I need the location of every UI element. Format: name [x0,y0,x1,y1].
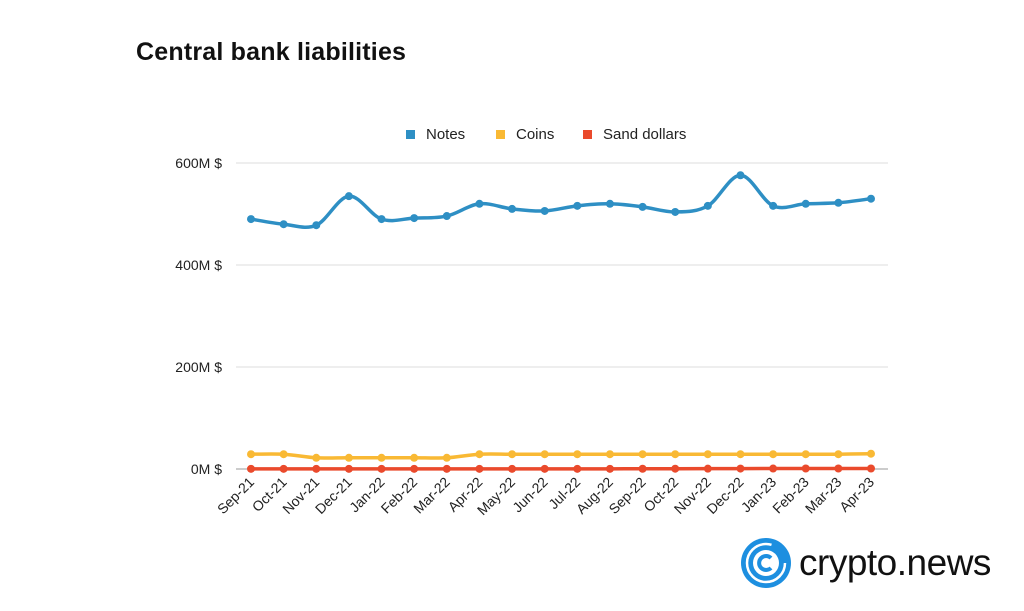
data-point [605,464,614,473]
data-point [736,171,745,180]
data-point [769,450,778,459]
data-point [801,450,810,459]
data-point [834,450,843,459]
logo-text: crypto.news [799,542,991,583]
data-point [638,202,647,211]
data-point [508,464,517,473]
legend-swatch [583,130,592,139]
data-point [834,198,843,207]
legend-label: Notes [426,126,465,143]
crypto-news-logo-icon [741,538,791,588]
series-line-notes [250,173,872,229]
chart-title: Central bank liabilities [136,38,407,66]
data-point [867,194,875,203]
data-point [247,215,255,224]
data-point [769,201,778,210]
data-point [671,464,680,473]
data-point [344,192,353,201]
data-point [540,464,549,473]
data-point [769,464,778,473]
data-point [410,464,419,473]
data-point [703,464,712,473]
data-point [801,464,810,473]
data-point [377,464,386,473]
x-tick-label: Mar-23 [802,474,845,517]
data-point [736,464,745,473]
y-tick-label: 600M $ [175,155,222,171]
y-tick-label: 400M $ [175,257,222,273]
data-point [703,201,712,210]
data-point [605,450,614,459]
data-point [540,450,549,459]
data-point [442,212,451,221]
data-point [540,206,549,215]
data-point [312,453,321,462]
data-point [573,201,582,210]
data-point [605,199,614,208]
x-tick-label: Jun-22 [509,474,551,516]
legend-label: Sand dollars [603,126,686,143]
data-point [377,453,386,462]
data-point [344,453,353,462]
data-point [475,464,484,473]
x-tick-label: Mar-22 [410,474,453,517]
x-tick-label: Dec-22 [703,474,746,517]
legend-swatch [406,130,415,139]
y-tick-label: 200M $ [175,359,222,375]
data-point [410,453,419,462]
data-point [279,450,288,459]
x-tick-label: Dec-21 [312,474,355,517]
data-point [475,199,484,208]
data-point [247,464,255,473]
data-point [312,221,321,230]
data-point [867,449,875,458]
data-point [638,464,647,473]
data-point [508,450,517,459]
legend-label: Coins [516,126,554,143]
x-tick-label: Sep-22 [605,474,648,517]
data-point [312,464,321,473]
data-point [377,215,386,224]
y-tick-label: 0M $ [191,461,222,477]
data-point [801,199,810,208]
data-point [344,464,353,473]
x-tick-label: Apr-23 [836,474,877,515]
data-point [867,464,875,473]
series-line-coins [250,451,872,460]
data-point [410,214,419,223]
data-point [638,450,647,459]
data-point [671,207,680,216]
data-point [671,450,680,459]
data-point [573,464,582,473]
data-point [279,464,288,473]
data-point [279,220,288,229]
data-point [703,450,712,459]
data-point [834,464,843,473]
data-point [442,464,451,473]
crypto-news-logo: crypto.news [739,536,991,590]
data-point [442,453,451,462]
data-point [736,450,745,459]
legend-swatch [496,130,505,139]
data-point [573,450,582,459]
data-point [475,450,484,459]
data-point [247,450,255,459]
data-point [508,204,517,213]
x-tick-label: Sep-21 [214,474,257,517]
